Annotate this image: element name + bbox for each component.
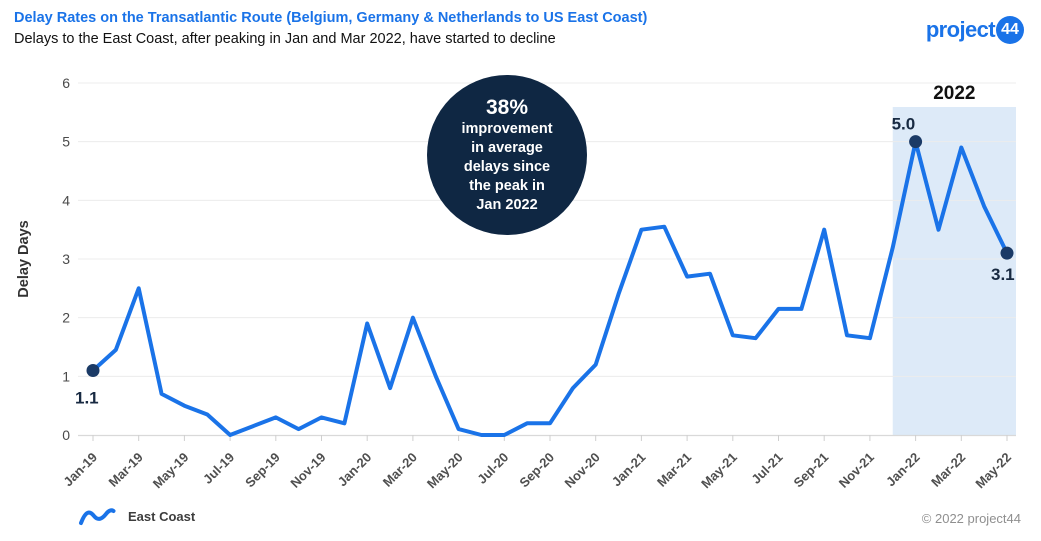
project44-logo: project 44 <box>926 16 1024 44</box>
logo-badge-44: 44 <box>996 16 1024 44</box>
y-tick-label: 0 <box>62 427 70 443</box>
x-tick-label: Jan-20 <box>335 450 375 490</box>
callout-line: the peak in <box>469 178 545 195</box>
legend-line-icon <box>79 508 116 525</box>
y-tick-label: 4 <box>62 192 70 208</box>
x-tick-label: Mar-20 <box>380 450 420 490</box>
x-tick-label: Nov-21 <box>836 450 877 491</box>
callout-headline: 38% <box>485 96 529 120</box>
point-annotations: 1.1 5.0 3.1 <box>75 115 1015 408</box>
y-tick-label: 1 <box>62 368 70 384</box>
x-tick-label: Jan-21 <box>609 450 649 490</box>
chart-title: Delay Rates on the Transatlantic Route (… <box>14 10 648 26</box>
x-tick-label: Mar-22 <box>928 450 968 490</box>
callout-circle: 38% improvement in average delays since the… <box>427 75 587 235</box>
y-tick-label: 2 <box>62 310 70 326</box>
callout-line: Jan 2022 <box>476 196 538 213</box>
legend-label: East Coast <box>128 508 196 524</box>
y-axis-title: Delay Days <box>16 220 32 297</box>
x-axis-labels: Jan-19 Mar-19 May-19 Jul-19 Sep-19 Nov-19 Jan-… <box>60 435 1014 491</box>
data-point-value-label: 3.1 <box>991 265 1015 284</box>
highlight-year-label: 2022 <box>933 83 975 104</box>
chart-subtitle: Delays to the East Coast, after peaking … <box>14 31 556 48</box>
chart-header: Delay Rates on the Transatlantic Route (… <box>14 8 894 51</box>
series-east-coast <box>91 139 1009 437</box>
x-tick-label: Sep-21 <box>791 450 832 491</box>
y-tick-label: 5 <box>62 134 70 150</box>
x-tick-label: Nov-20 <box>562 450 603 491</box>
data-point-value-label: 1.1 <box>75 388 99 407</box>
x-tick-label: Sep-19 <box>242 450 283 491</box>
callout-line: in average <box>471 140 543 157</box>
callout-text: improvement in average delays since the pea… <box>461 120 552 214</box>
callout-line: improvement <box>461 121 553 138</box>
data-point-value-label: 5.0 <box>892 115 916 134</box>
x-tick-label: May-21 <box>698 450 740 492</box>
x-tick-label: Jan-19 <box>60 450 100 490</box>
logo-wordmark: project <box>925 17 996 42</box>
x-tick-label: May-20 <box>424 450 466 492</box>
data-point-marker <box>86 363 100 377</box>
x-tick-label: Mar-21 <box>654 450 694 490</box>
x-tick-label: Nov-19 <box>287 450 328 491</box>
x-tick-label: May-22 <box>972 450 1014 492</box>
copyright-notice: © 2022 project44 <box>921 511 1021 526</box>
x-tick-label: Jan-22 <box>883 450 923 490</box>
x-tick-label: Jul-20 <box>474 450 511 487</box>
data-point-marker <box>909 135 923 149</box>
x-tick-label: May-19 <box>150 450 192 492</box>
x-tick-label: Jul-21 <box>748 450 785 487</box>
y-tick-label: 3 <box>62 251 70 267</box>
legend: East Coast <box>78 505 195 527</box>
callout-line: delays since <box>463 159 551 176</box>
series-line <box>91 139 1009 437</box>
y-axis-labels: 0 1 2 3 4 5 6 Delay Days <box>16 75 70 443</box>
x-tick-label: Mar-19 <box>106 450 146 490</box>
y-tick-label: 6 <box>62 75 70 91</box>
x-tick-label: Jul-19 <box>200 450 237 487</box>
data-point-marker <box>1000 246 1014 260</box>
x-tick-label: Sep-20 <box>516 450 557 491</box>
